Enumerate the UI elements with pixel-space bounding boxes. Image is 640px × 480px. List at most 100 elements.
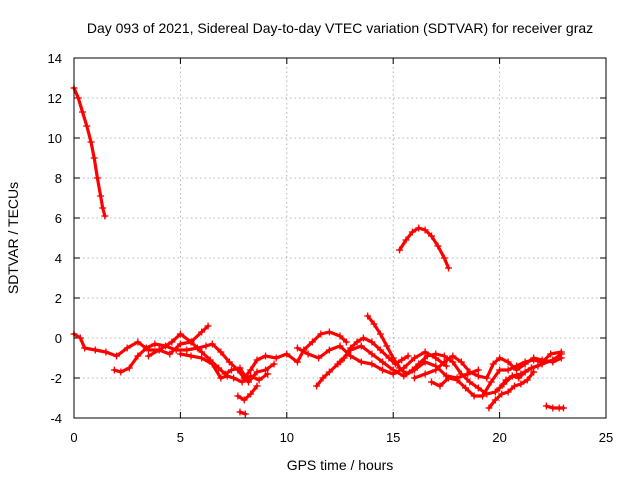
data-point [428,378,436,386]
data-point [293,344,301,352]
data-point [445,264,453,272]
data-point [227,366,235,374]
data-point [515,374,523,382]
y-tick-label: 12 [48,91,62,106]
data-point [457,358,465,366]
data-point [336,332,344,340]
data-point [155,346,163,354]
data-point [187,352,195,360]
data-point [247,372,255,380]
series-pass-1 [70,84,109,220]
data-point [272,354,280,362]
data-point [538,358,546,366]
data-point [83,122,91,130]
data-point [389,366,397,374]
x-tick-label: 20 [492,430,506,445]
data-point [523,376,531,384]
data-point [134,338,142,346]
plot-frame [73,57,607,419]
data-point [496,384,504,392]
data-point [198,348,206,356]
y-tick-label: 2 [55,291,62,306]
y-tick-label: -2 [50,371,62,386]
data-point [110,366,118,374]
data-point [176,350,184,358]
data-point [357,342,365,350]
data-point [423,352,431,360]
y-tick-label: 4 [55,251,62,266]
data-point [236,364,244,372]
data-point [225,358,233,366]
data-point [510,382,518,390]
data-point [198,354,206,362]
data-point [99,204,107,212]
data-point [470,392,478,400]
series-pass-9 [293,342,450,378]
data-point [415,224,423,232]
x-tick-label: 25 [599,430,613,445]
y-tick-label: -4 [50,411,62,426]
data-point [534,362,542,370]
data-point [402,236,410,244]
data-point [325,328,333,336]
series-trace [112,330,348,380]
data-point [342,338,350,346]
data-point [81,344,89,352]
data-point [134,352,142,360]
data-point [347,346,355,354]
data-points [70,84,567,418]
data-point [97,192,105,200]
data-point [432,350,440,358]
data-point [549,404,557,412]
y-tick-label: 14 [48,51,62,66]
data-point [308,338,316,346]
data-point [462,384,470,392]
data-point [255,376,263,384]
series-pass-16 [496,362,542,392]
series-pass-14 [428,348,565,400]
data-point [234,392,242,400]
data-point [368,360,376,368]
data-point [517,380,525,388]
data-point [336,342,344,350]
series-trace [315,336,410,388]
data-point [368,350,376,358]
data-point [336,358,344,366]
data-point [253,368,261,376]
data-point [421,226,429,234]
data-point [176,330,184,338]
data-point [376,346,384,354]
data-point [498,390,506,398]
data-point [483,374,491,382]
y-tick-label: 8 [55,171,62,186]
data-point [230,374,238,382]
data-point [253,356,261,364]
data-point [491,388,499,396]
data-point [270,360,278,368]
data-point [315,354,323,362]
data-point [398,356,406,364]
x-tick-label: 0 [70,430,77,445]
data-point [421,370,429,378]
data-point [466,378,474,386]
data-point [208,340,216,348]
data-point [208,360,216,368]
data-point [396,246,404,254]
data-point [508,372,516,380]
data-point [530,368,538,376]
series-trace [236,384,259,402]
data-point [125,364,133,372]
data-point [253,382,261,390]
data-point [474,366,482,374]
series-pass-7 [234,382,261,404]
data-point [383,342,391,350]
data-point [123,344,131,352]
data-point [408,366,416,374]
data-point [436,382,444,390]
y-tick-label: 0 [55,331,62,346]
data-point [489,360,497,368]
x-axis-label: GPS time / hours [287,457,394,473]
data-point [144,352,152,360]
data-point [93,174,101,182]
